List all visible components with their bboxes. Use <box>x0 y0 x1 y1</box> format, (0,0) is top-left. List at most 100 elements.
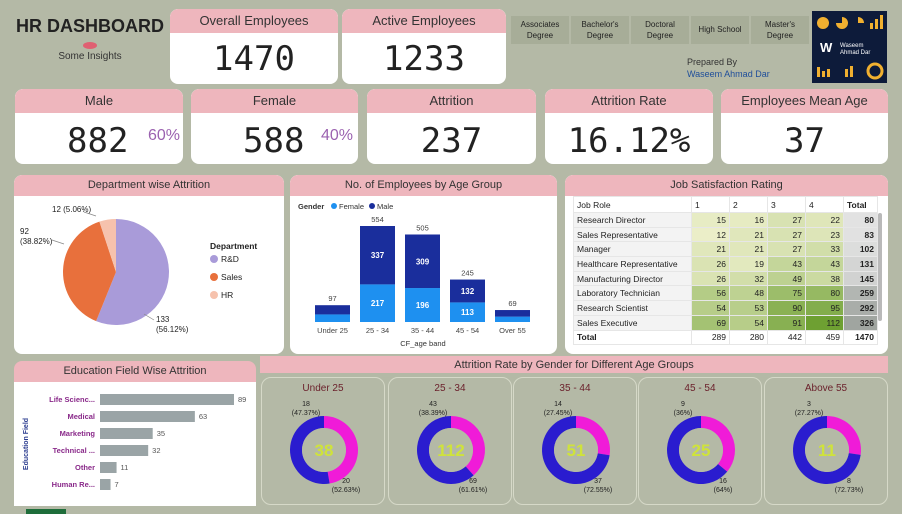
prepared-by: Prepared By Waseem Ahmad Dar <box>687 57 770 79</box>
rating-cell: 21 <box>691 241 730 258</box>
age-legend-item[interactable]: Male <box>377 202 393 211</box>
edu-bar[interactable] <box>100 445 149 456</box>
donut-segment-a[interactable] <box>667 416 728 484</box>
table-header-cell[interactable]: Total <box>843 196 878 213</box>
y-tick-label: Human Re... <box>52 480 95 489</box>
prepared-by-label: Prepared By <box>687 57 738 67</box>
bar-female[interactable] <box>495 316 530 322</box>
total-row-cell: 289 <box>691 329 730 346</box>
donut-segment-b[interactable] <box>324 416 358 484</box>
edu-bar[interactable] <box>100 479 111 490</box>
table-header-cell[interactable]: 1 <box>691 196 730 213</box>
job-role-cell: Research Director <box>573 212 692 228</box>
legend-marker <box>210 273 218 281</box>
table-header-cell[interactable]: Job Role <box>573 196 692 213</box>
job-role-cell: Sales Executive <box>573 314 692 331</box>
bar-female[interactable] <box>450 302 485 322</box>
bar-male[interactable] <box>315 305 350 315</box>
rating-cell: 80 <box>805 285 844 302</box>
rating-cell: 43 <box>805 256 844 272</box>
rating-cell: 21 <box>729 226 768 243</box>
table-row[interactable]: Research Scientist 54 53 90 95 292 <box>573 300 878 316</box>
job-role-cell: Healthcare Representative <box>573 256 692 272</box>
pie-slice-rd[interactable] <box>96 219 169 325</box>
donut-segment-b[interactable] <box>827 416 861 455</box>
rating-cell: 90 <box>767 300 806 316</box>
bar-male[interactable] <box>405 234 440 289</box>
table-row[interactable]: Sales Executive 69 54 91 112 326 <box>573 314 878 331</box>
donut-chart: 112 43 (38.39%) 69 (61.61%) <box>417 401 487 494</box>
donut-label-a: 14 (27.45%) <box>544 401 572 417</box>
donut-segment-a[interactable] <box>542 416 610 484</box>
pie-legend-item[interactable]: Sales <box>221 272 242 282</box>
bar-total-label: 245 <box>461 269 474 278</box>
age-group-panel: No. of Employees by Age Group Gender Fema… <box>290 175 557 354</box>
age-legend-item[interactable]: Female <box>339 202 364 211</box>
table-header-cell[interactable]: 4 <box>805 196 844 213</box>
kpi-female-pct: 40% <box>321 127 354 144</box>
table-row[interactable]: Manufacturing Director 26 32 49 38 145 <box>573 270 878 287</box>
donut-card: Under 25 38 18 (47.37%) 20 (52.63%) <box>261 377 385 505</box>
table-row[interactable]: Manager 21 21 27 33 102 <box>573 241 878 258</box>
donut-card: 35 - 44 51 14 (27.45%) 37 (72.55%) <box>513 377 637 505</box>
table-header-cell[interactable]: 2 <box>729 196 768 213</box>
pie-slice-sales[interactable] <box>63 221 116 322</box>
kpi-female: Female 588 40% <box>191 89 358 164</box>
bar-male[interactable] <box>360 226 395 285</box>
kpi-label: Active Employees <box>342 9 506 33</box>
slicer-doctoral-degree[interactable]: Doctoral Degree <box>631 16 689 44</box>
table-row[interactable]: Healthcare Representative 26 19 43 43 131 <box>573 256 878 272</box>
kpi-label: Female <box>191 89 358 113</box>
slicer-associates-degree[interactable]: Associates Degree <box>511 16 569 44</box>
edu-bar[interactable] <box>100 462 117 473</box>
edu-bar[interactable] <box>100 411 195 422</box>
pie-legend-item[interactable]: HR <box>221 290 233 300</box>
rating-cell: 54 <box>729 314 768 331</box>
kpi-value: 882 <box>67 121 129 161</box>
table-header-cell[interactable]: 3 <box>767 196 806 213</box>
pie-legend-item[interactable]: R&D <box>221 254 239 264</box>
bar-female[interactable] <box>315 314 350 322</box>
rating-cell: 54 <box>691 300 730 316</box>
job-satisfaction-panel: Job Satisfaction Rating Job Role 1 2 3 4 Tota… <box>565 175 888 354</box>
rating-cell: 38 <box>805 270 844 287</box>
total-row-cell: 459 <box>805 329 844 346</box>
edu-bar[interactable] <box>100 394 234 405</box>
table-row[interactable]: Laboratory Technician 56 48 75 80 259 <box>573 285 878 302</box>
bar-data-label: 63 <box>199 412 207 421</box>
total-cell: 326 <box>843 314 878 331</box>
x-tick-label: 35 - 44 <box>411 326 434 335</box>
donut-hole <box>429 428 473 472</box>
pie-slice-hr[interactable] <box>99 219 116 272</box>
rating-cell: 33 <box>805 241 844 258</box>
donut-card: Above 55 11 3 (27.27%) 8 (72.73%) <box>764 377 888 505</box>
donut-segment-b[interactable] <box>576 416 610 456</box>
slicer-bachelors-degree[interactable]: Bachelor's Degree <box>571 16 629 44</box>
table-scrollbar[interactable] <box>878 213 882 321</box>
rating-cell: 48 <box>729 285 768 302</box>
bar-female[interactable] <box>360 284 395 322</box>
bar-data-label: 196 <box>416 301 430 310</box>
kpi-value: 588 <box>243 121 305 161</box>
pie-data-label: 12 (5.06%) <box>52 205 91 214</box>
table-row[interactable]: Research Director 15 16 27 22 80 <box>573 212 878 228</box>
donut-segment-a[interactable] <box>417 416 474 484</box>
donut-segment-b[interactable] <box>701 416 735 472</box>
slicer-masters-degree[interactable]: Master's Degree <box>751 16 809 44</box>
donut-segment-b[interactable] <box>451 416 485 476</box>
donut-center-value: 25 <box>692 441 711 460</box>
bar-male[interactable] <box>450 279 485 303</box>
bar-female[interactable] <box>405 288 440 322</box>
panel-title: Education Field Wise Attrition <box>14 361 256 382</box>
panel-title: Department wise Attrition <box>14 175 284 196</box>
rating-cell: 15 <box>691 212 730 228</box>
page-tab-indicator[interactable] <box>26 509 66 514</box>
bar-data-label: 113 <box>461 308 474 317</box>
edu-bar[interactable] <box>100 428 153 439</box>
table-row[interactable]: Sales Representative 12 21 27 23 83 <box>573 226 878 243</box>
donut-segment-a[interactable] <box>793 416 861 484</box>
bar-male[interactable] <box>495 310 530 317</box>
dept-pie-chart: 133 (56.12%) 92 (38.82%) 12 (5.06%) Departmen… <box>20 205 257 334</box>
donut-segment-a[interactable] <box>290 416 330 484</box>
slicer-high-school[interactable]: High School <box>691 16 749 44</box>
